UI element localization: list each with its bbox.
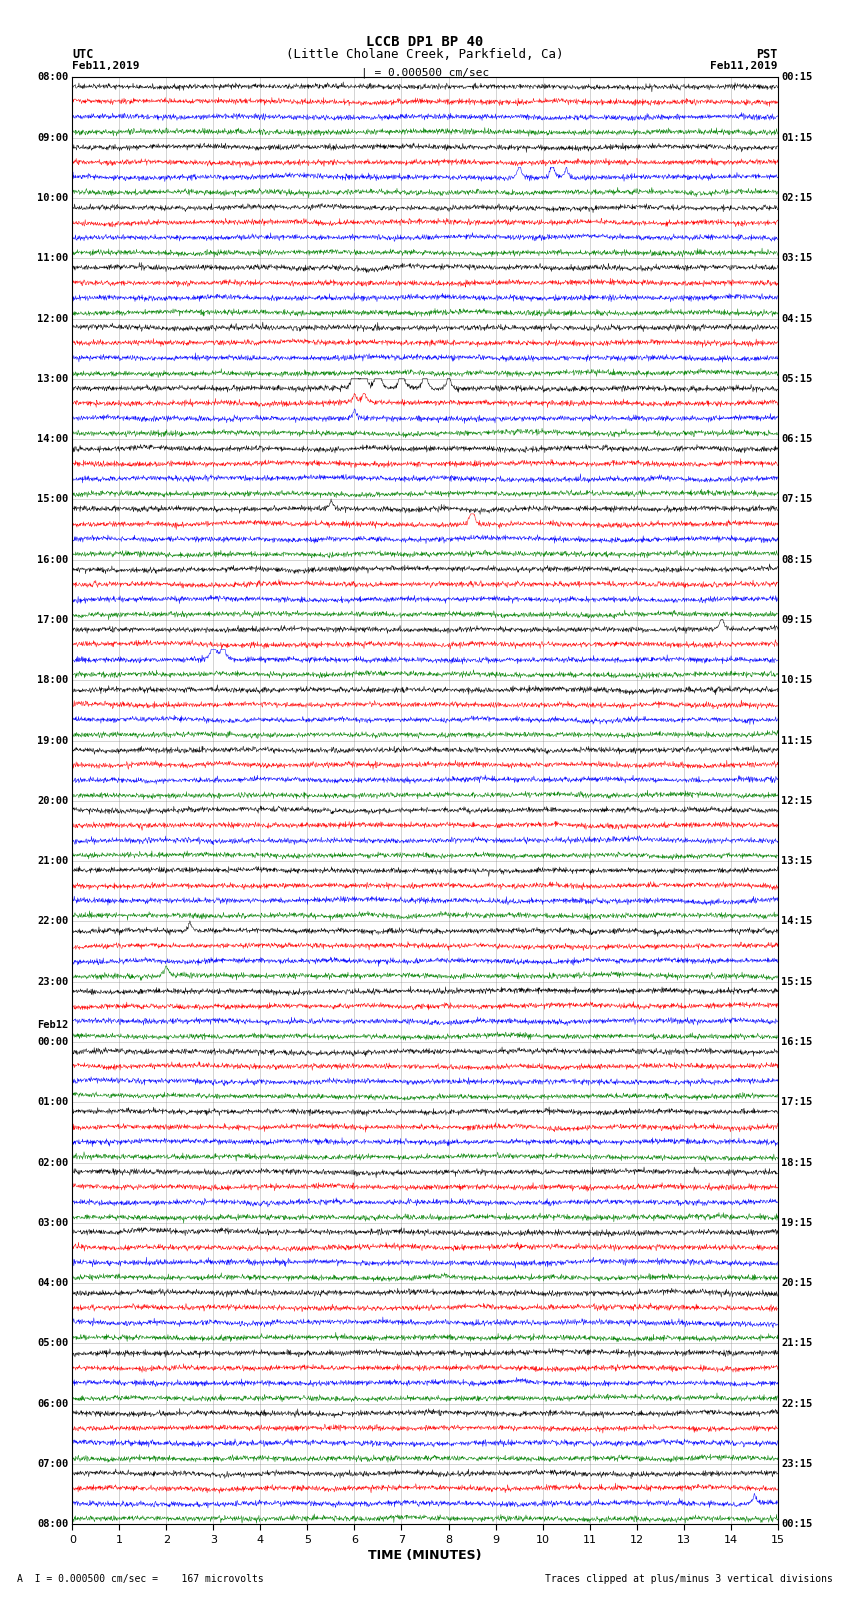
Text: 22:15: 22:15 [781,1398,813,1408]
Text: 03:00: 03:00 [37,1218,69,1227]
Text: 21:15: 21:15 [781,1339,813,1348]
Text: 10:00: 10:00 [37,194,69,203]
Text: 13:00: 13:00 [37,374,69,384]
Text: 11:00: 11:00 [37,253,69,263]
Text: 12:00: 12:00 [37,313,69,324]
Text: 21:00: 21:00 [37,857,69,866]
Text: 02:15: 02:15 [781,194,813,203]
Text: 16:15: 16:15 [781,1037,813,1047]
Text: 02:00: 02:00 [37,1158,69,1168]
Text: 06:15: 06:15 [781,434,813,444]
Text: 17:00: 17:00 [37,615,69,624]
Text: 19:15: 19:15 [781,1218,813,1227]
Text: 07:15: 07:15 [781,495,813,505]
Text: 00:00: 00:00 [37,1037,69,1047]
Text: | = 0.000500 cm/sec: | = 0.000500 cm/sec [361,68,489,79]
Text: 11:15: 11:15 [781,736,813,745]
Text: Feb11,2019: Feb11,2019 [711,61,778,71]
Text: 13:15: 13:15 [781,857,813,866]
Text: 09:00: 09:00 [37,132,69,142]
Text: Feb11,2019: Feb11,2019 [72,61,139,71]
Text: 07:00: 07:00 [37,1460,69,1469]
Text: 08:00: 08:00 [37,1519,69,1529]
Text: 01:15: 01:15 [781,132,813,142]
X-axis label: TIME (MINUTES): TIME (MINUTES) [368,1548,482,1561]
Text: 00:15: 00:15 [781,73,813,82]
Text: 23:15: 23:15 [781,1460,813,1469]
Text: 14:15: 14:15 [781,916,813,926]
Text: 04:15: 04:15 [781,313,813,324]
Text: (Little Cholane Creek, Parkfield, Ca): (Little Cholane Creek, Parkfield, Ca) [286,48,564,61]
Text: 05:00: 05:00 [37,1339,69,1348]
Text: 05:15: 05:15 [781,374,813,384]
Text: Feb12: Feb12 [37,1021,69,1031]
Text: 20:15: 20:15 [781,1277,813,1289]
Text: 00:15: 00:15 [781,1519,813,1529]
Text: 19:00: 19:00 [37,736,69,745]
Text: 10:15: 10:15 [781,676,813,686]
Text: PST: PST [756,48,778,61]
Text: 12:15: 12:15 [781,795,813,806]
Text: 18:15: 18:15 [781,1158,813,1168]
Text: 06:00: 06:00 [37,1398,69,1408]
Text: 17:15: 17:15 [781,1097,813,1107]
Text: Traces clipped at plus/minus 3 vertical divisions: Traces clipped at plus/minus 3 vertical … [545,1574,833,1584]
Text: UTC: UTC [72,48,94,61]
Text: 14:00: 14:00 [37,434,69,444]
Text: 08:15: 08:15 [781,555,813,565]
Text: 22:00: 22:00 [37,916,69,926]
Text: A  I = 0.000500 cm/sec =    167 microvolts: A I = 0.000500 cm/sec = 167 microvolts [17,1574,264,1584]
Text: 15:15: 15:15 [781,977,813,987]
Text: 08:00: 08:00 [37,73,69,82]
Text: 16:00: 16:00 [37,555,69,565]
Text: LCCB DP1 BP 40: LCCB DP1 BP 40 [366,35,484,50]
Text: 01:00: 01:00 [37,1097,69,1107]
Text: 23:00: 23:00 [37,977,69,987]
Text: 18:00: 18:00 [37,676,69,686]
Text: 15:00: 15:00 [37,495,69,505]
Text: 04:00: 04:00 [37,1277,69,1289]
Text: 03:15: 03:15 [781,253,813,263]
Text: 20:00: 20:00 [37,795,69,806]
Text: 09:15: 09:15 [781,615,813,624]
